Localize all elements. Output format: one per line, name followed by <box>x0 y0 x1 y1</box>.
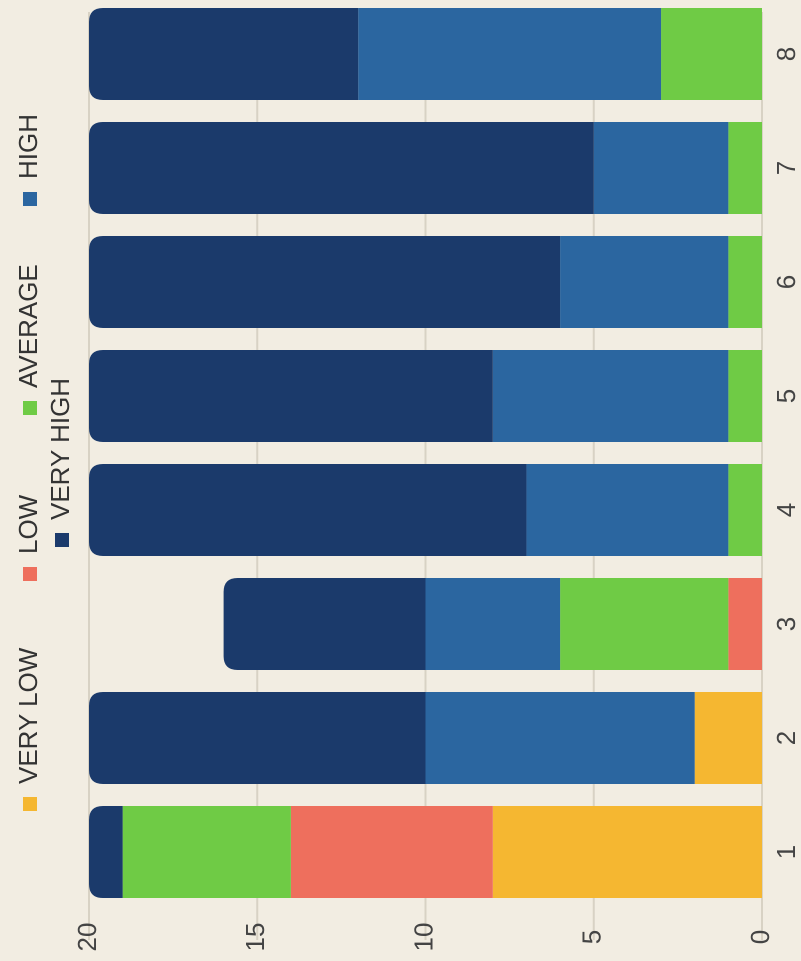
category-tick-label: 2 <box>771 731 801 745</box>
legend-swatch-very-low <box>23 797 37 811</box>
bar-segment-high <box>358 8 662 100</box>
bar-segment-high <box>560 236 729 328</box>
bar-segment-average <box>728 464 762 556</box>
category-tick-label: 8 <box>771 47 801 61</box>
legend-label-very-low: VERY LOW <box>13 647 43 784</box>
bar-segment-very-high <box>223 578 426 670</box>
legend-label-very-high: VERY HIGH <box>45 378 75 520</box>
bar-segment-average <box>661 8 762 100</box>
bar-segment-very-high <box>89 236 561 328</box>
legend-swatch-average <box>23 401 37 415</box>
bar-segment-low <box>290 806 493 898</box>
category-tick-label: 4 <box>771 503 801 517</box>
bar-segment-very-high <box>89 806 123 898</box>
bar-segment-high <box>425 578 561 670</box>
category-tick-label: 1 <box>771 845 801 859</box>
bar-segment-very-low <box>694 692 762 784</box>
bar-segment-high <box>526 464 729 556</box>
legend-swatch-high <box>23 192 37 206</box>
bar-segment-high <box>492 350 729 442</box>
bar-segment-very-high <box>89 692 426 784</box>
bar-segment-average <box>728 236 762 328</box>
bar-segment-very-high <box>89 8 359 100</box>
legend-label-low: LOW <box>13 494 43 554</box>
bar-segment-high <box>425 692 695 784</box>
bar-segment-average <box>560 578 729 670</box>
category-tick-label: 3 <box>771 617 801 631</box>
value-tick-label: 5 <box>577 930 607 944</box>
bar-segment-low <box>728 578 762 670</box>
value-tick-label: 15 <box>240 923 270 952</box>
legend-swatch-low <box>23 567 37 581</box>
category-tick-label: 6 <box>771 275 801 289</box>
category-tick-label: 7 <box>771 161 801 175</box>
legend-label-average: AVERAGE <box>13 264 43 388</box>
value-tick-label: 20 <box>72 923 102 952</box>
bar-segment-average <box>728 350 762 442</box>
bar-segment-average <box>122 806 291 898</box>
bar-segment-high <box>593 122 729 214</box>
legend-swatch-very-high <box>55 533 69 547</box>
bar-segment-very-high <box>89 464 527 556</box>
value-tick-label: 0 <box>745 930 775 944</box>
bar-segment-very-low <box>492 806 762 898</box>
category-tick-label: 5 <box>771 389 801 403</box>
bar-segment-very-high <box>89 122 594 214</box>
bar-segment-very-high <box>89 350 493 442</box>
legend-label-high: HIGH <box>13 114 43 179</box>
value-tick-label: 10 <box>408 923 438 952</box>
bar-segment-average <box>728 122 762 214</box>
